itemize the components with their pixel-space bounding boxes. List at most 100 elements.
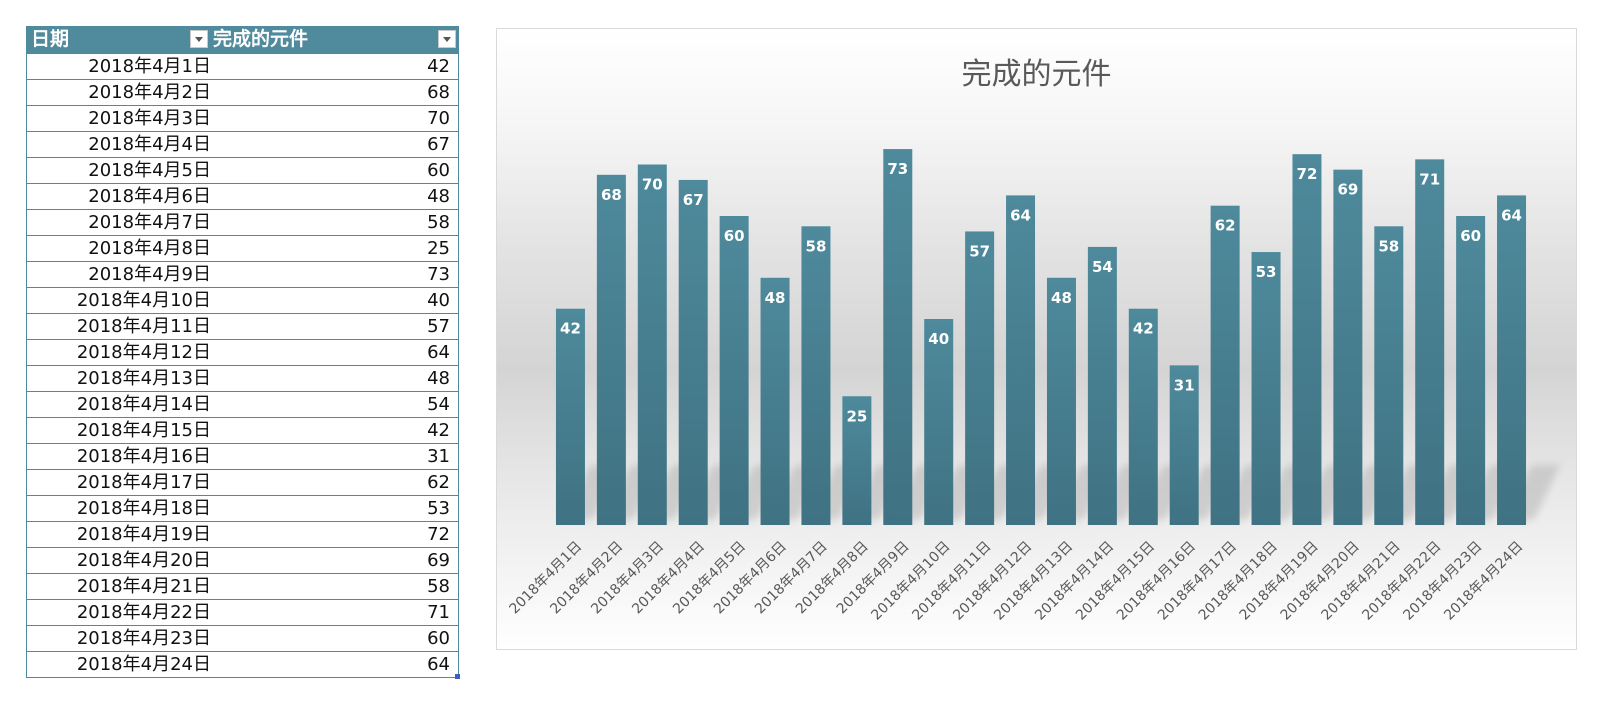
bars	[555, 149, 1527, 526]
table-row[interactable]: 2018年4月8日 25	[27, 235, 458, 261]
data-label: 60	[724, 227, 745, 245]
cell-completed-parts: 67	[427, 134, 450, 155]
table-row[interactable]: 2018年4月2日 68	[27, 79, 458, 105]
table-row[interactable]: 2018年4月11日 57	[27, 313, 458, 339]
cell-completed-parts: 58	[427, 212, 450, 233]
cell-completed-parts: 68	[427, 82, 450, 103]
x-tick-label: 2018年4月8日	[793, 539, 872, 618]
bar[interactable]	[1415, 159, 1445, 525]
cell-completed-parts: 57	[427, 316, 450, 337]
table-row[interactable]: 2018年4月13日 48	[27, 365, 458, 391]
cell-date: 2018年4月18日	[76, 498, 211, 519]
bar[interactable]	[678, 179, 708, 525]
bar[interactable]	[596, 174, 626, 526]
cell-date: 2018年4月15日	[76, 420, 211, 441]
completed-parts-filter-button[interactable]	[438, 30, 456, 48]
data-label: 57	[969, 242, 990, 260]
table-row[interactable]: 2018年4月17日 62	[27, 469, 458, 495]
cell-date: 2018年4月9日	[88, 264, 211, 285]
table-row[interactable]: 2018年4月23日 60	[27, 625, 458, 651]
cell-date: 2018年4月16日	[76, 446, 211, 467]
table-row[interactable]: 2018年4月12日 64	[27, 339, 458, 365]
data-label: 73	[887, 160, 908, 178]
data-label: 69	[1337, 181, 1358, 199]
bar[interactable]	[1497, 195, 1527, 525]
table-row[interactable]: 2018年4月18日 53	[27, 495, 458, 521]
data-label: 54	[1092, 258, 1113, 276]
cell-date: 2018年4月23日	[76, 628, 211, 649]
bar[interactable]	[842, 396, 872, 525]
table-row[interactable]: 2018年4月15日 42	[27, 417, 458, 443]
table-row[interactable]: 2018年4月14日 54	[27, 391, 458, 417]
x-tick-label: 2018年4月6日	[711, 539, 790, 618]
bar[interactable]	[760, 277, 790, 525]
table-row[interactable]: 2018年4月1日 42	[27, 53, 458, 79]
cell-date: 2018年4月24日	[76, 654, 211, 675]
cell-date: 2018年4月13日	[76, 368, 211, 389]
x-tick-label: 2018年4月7日	[752, 539, 831, 618]
date-filter-button[interactable]	[190, 30, 208, 48]
table-row[interactable]: 2018年4月3日 70	[27, 105, 458, 131]
table-row[interactable]: 2018年4月24日 64	[27, 651, 458, 677]
bar[interactable]	[1128, 308, 1158, 525]
table-row[interactable]: 2018年4月5日 60	[27, 157, 458, 183]
data-label: 48	[765, 289, 786, 307]
cell-date: 2018年4月8日	[88, 238, 211, 259]
table-row[interactable]: 2018年4月9日 73	[27, 261, 458, 287]
cell-completed-parts: 72	[427, 524, 450, 545]
bar[interactable]	[1292, 154, 1322, 525]
data-label: 64	[1501, 206, 1522, 224]
table-body: 2018年4月1日 42 2018年4月2日 68 2018年4月3日 70 2018年4月…	[27, 53, 458, 677]
bar[interactable]	[719, 216, 749, 525]
table-row[interactable]: 2018年4月21日 58	[27, 573, 458, 599]
table-row[interactable]: 2018年4月10日 40	[27, 287, 458, 313]
bar[interactable]	[637, 164, 667, 526]
bar[interactable]	[555, 308, 585, 525]
cell-completed-parts: 58	[427, 576, 450, 597]
table-row[interactable]: 2018年4月22日 71	[27, 599, 458, 625]
bar[interactable]	[1374, 226, 1404, 526]
bar[interactable]	[1210, 205, 1240, 525]
cell-date: 2018年4月14日	[76, 394, 211, 415]
bar[interactable]	[1251, 252, 1281, 526]
bar[interactable]	[965, 231, 995, 525]
bar[interactable]	[1456, 216, 1486, 525]
bar[interactable]	[924, 319, 954, 525]
cell-date: 2018年4月2日	[88, 82, 211, 103]
data-label: 72	[1297, 165, 1318, 183]
cell-completed-parts: 48	[427, 186, 450, 207]
bar[interactable]	[1169, 365, 1199, 525]
cell-completed-parts: 54	[427, 394, 450, 415]
bar[interactable]	[1046, 277, 1076, 525]
bar[interactable]	[883, 149, 913, 526]
table-row[interactable]: 2018年4月16日 31	[27, 443, 458, 469]
x-tick-label: 2018年4月2日	[547, 539, 626, 618]
cell-date: 2018年4月17日	[76, 472, 211, 493]
bar[interactable]	[801, 226, 831, 526]
data-label: 60	[1460, 227, 1481, 245]
table-row[interactable]: 2018年4月20日 69	[27, 547, 458, 573]
table-resize-handle[interactable]	[455, 674, 460, 679]
table-header-row: 日期 完成的元件	[27, 26, 458, 53]
bar[interactable]	[1087, 246, 1117, 525]
data-label: 48	[1051, 289, 1072, 307]
table-row[interactable]: 2018年4月4日 67	[27, 131, 458, 157]
cell-date: 2018年4月1日	[88, 56, 211, 77]
cell-completed-parts: 40	[427, 290, 450, 311]
data-label: 68	[601, 186, 622, 204]
table-row[interactable]: 2018年4月19日 72	[27, 521, 458, 547]
cell-date: 2018年4月7日	[88, 212, 211, 233]
header-completed-parts: 完成的元件	[213, 28, 309, 50]
bar[interactable]	[1333, 169, 1363, 525]
dropdown-arrow-icon	[195, 36, 203, 42]
cell-completed-parts: 62	[427, 472, 450, 493]
data-table: 日期 完成的元件 2018年4月1日 42 2018年4月2日 68 2018年4月3日…	[26, 26, 460, 679]
dropdown-arrow-icon	[443, 36, 451, 42]
table-row[interactable]: 2018年4月6日 48	[27, 183, 458, 209]
cell-completed-parts: 69	[427, 550, 450, 571]
bar[interactable]	[1006, 195, 1036, 525]
chart-area[interactable]: 完成的元件 42 68 70 67 60 48 58 25 73 40 57 64 48 54 42 31 62…	[496, 28, 1577, 650]
header-date: 日期	[31, 28, 70, 50]
table-row[interactable]: 2018年4月7日 58	[27, 209, 458, 235]
data-label: 40	[928, 330, 949, 348]
